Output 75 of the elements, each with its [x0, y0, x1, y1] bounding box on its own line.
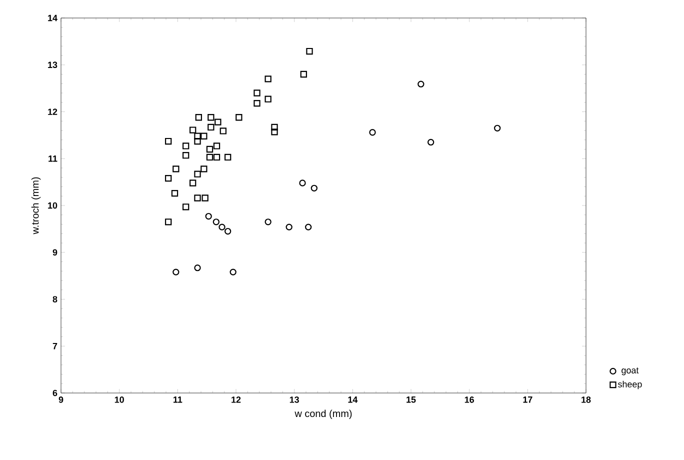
point [254, 100, 260, 107]
point [182, 142, 190, 150]
point [194, 132, 201, 140]
point [171, 190, 178, 197]
point [264, 96, 272, 102]
y-tick-label: 6 [52, 390, 58, 396]
point [194, 194, 201, 202]
y-tick-label: 14 [48, 14, 58, 22]
point [189, 126, 196, 134]
point [494, 124, 501, 132]
point [189, 180, 196, 186]
point [220, 128, 227, 134]
point [182, 152, 190, 159]
point [271, 128, 278, 136]
point [172, 268, 180, 276]
point [213, 154, 220, 161]
x-tick-label: 12 [232, 396, 241, 403]
point [208, 114, 214, 121]
point [304, 224, 312, 230]
point [236, 114, 242, 121]
y-tick-label: 7 [52, 343, 58, 350]
point [200, 132, 208, 140]
point [182, 204, 190, 210]
point [206, 146, 214, 153]
point [427, 138, 434, 146]
point [224, 154, 232, 161]
x-tick-label: 17 [523, 396, 532, 403]
point [202, 194, 208, 202]
point [300, 70, 308, 78]
y-tick-label: 9 [52, 249, 58, 256]
point [286, 224, 292, 230]
x-tick-label: 13 [290, 396, 299, 403]
point [164, 218, 172, 226]
point [264, 76, 272, 82]
point [299, 180, 306, 186]
x-tick-label: 9 [58, 396, 64, 403]
point [195, 114, 202, 121]
point [230, 268, 236, 276]
point [214, 118, 222, 126]
x-axis-title: w cond (mm) [294, 410, 352, 420]
point [164, 174, 172, 182]
point [213, 142, 220, 150]
point [206, 154, 214, 161]
legend-label: goat [622, 368, 639, 376]
x-tick-label: 18 [582, 396, 591, 403]
point [194, 170, 201, 178]
point [208, 124, 214, 131]
point [369, 129, 376, 136]
point [172, 166, 180, 172]
point [310, 184, 318, 192]
legend-label: sheep [618, 380, 642, 390]
x-tick-label: 10 [114, 396, 124, 403]
point [194, 138, 201, 145]
point [224, 228, 232, 235]
point [254, 90, 260, 96]
point [205, 212, 212, 220]
point [164, 138, 172, 145]
y-tick-label: 8 [52, 296, 58, 302]
y-axis-title: w.troch (mm) [31, 177, 41, 234]
point [418, 80, 424, 88]
x-tick-label: 16 [464, 396, 474, 403]
y-tick-label: 10 [48, 202, 58, 209]
y-tick-label: 11 [48, 156, 58, 162]
x-tick-label: 15 [406, 396, 416, 403]
point [218, 224, 226, 230]
x-tick-label: 14 [348, 396, 358, 403]
x-tick-label: 11 [173, 396, 182, 403]
point [264, 218, 272, 226]
y-tick-label: 13 [48, 62, 58, 68]
y-tick-label: 12 [48, 108, 58, 115]
point [212, 218, 220, 226]
point [271, 124, 278, 131]
point [306, 48, 313, 55]
point [200, 166, 208, 172]
point [194, 264, 201, 272]
